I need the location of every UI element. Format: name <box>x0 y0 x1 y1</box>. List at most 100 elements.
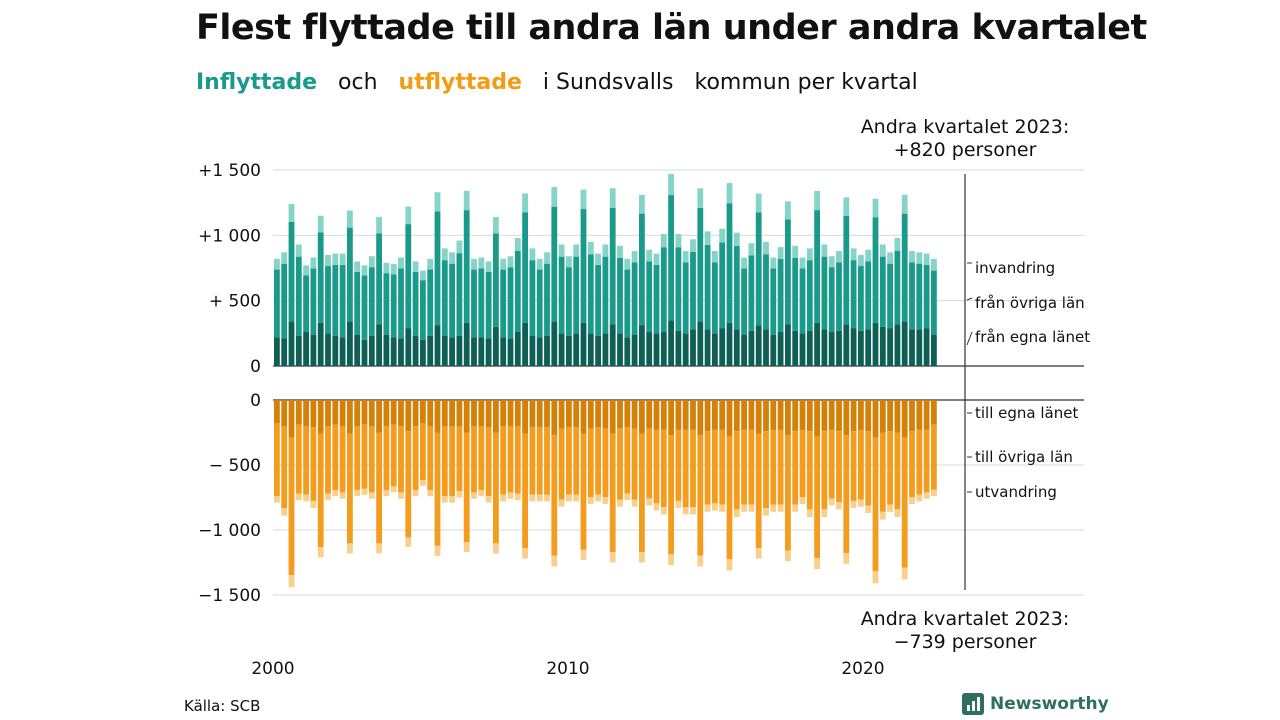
bar-in-immigration <box>814 190 820 211</box>
bar-in-own-county <box>931 334 937 366</box>
bar-out-other-counties <box>522 433 528 549</box>
bar-in-immigration <box>916 252 923 264</box>
bar-out-other-counties <box>916 429 923 495</box>
bar-out-other-counties <box>441 426 448 497</box>
y-tick-label: +1 000 <box>198 226 261 246</box>
bar-out-other-counties <box>427 426 434 490</box>
bar-out-emigration <box>507 492 514 499</box>
bar-in-own-county <box>412 335 419 366</box>
bar-in-immigration <box>872 198 879 218</box>
bar-out-emigration <box>763 508 769 516</box>
bar-in-immigration <box>909 251 915 263</box>
bar-out-own-county <box>850 400 857 432</box>
bar-out-other-counties <box>485 427 492 497</box>
bar-out-emigration <box>704 504 711 512</box>
bar-in-immigration <box>310 257 317 269</box>
bar-out-own-county <box>602 400 609 429</box>
bar-out-other-counties <box>536 427 543 495</box>
bar-in-own-county <box>653 333 660 366</box>
bar-out-emigration <box>529 494 536 502</box>
bar-out-emigration <box>303 494 309 502</box>
chart-title: Flest flyttade till andra län under andr… <box>196 8 1147 48</box>
bar-in-own-county <box>609 324 616 366</box>
bar-in-own-county <box>507 338 514 366</box>
bar-in-immigration <box>887 252 893 264</box>
bar-out-own-county <box>799 400 806 430</box>
bar-out-other-counties <box>872 437 879 572</box>
bar-out-other-counties <box>500 426 507 495</box>
bar-out-emigration <box>544 494 550 502</box>
bar-out-own-county <box>529 400 536 428</box>
bar-out-other-counties <box>653 429 660 504</box>
bar-out-other-counties <box>836 431 842 503</box>
bar-in-other-counties <box>726 203 733 323</box>
bar-in-immigration <box>785 201 791 220</box>
bar-out-emigration <box>668 554 674 566</box>
bar-in-immigration <box>799 257 806 269</box>
bar-out-emigration <box>617 499 623 507</box>
bar-in-immigration <box>712 251 718 263</box>
bar-out-emigration <box>449 496 455 503</box>
bar-out-emigration <box>390 486 397 493</box>
bar-out-own-county <box>361 400 368 425</box>
bar-in-other-counties <box>639 213 645 326</box>
bar-out-own-county <box>434 400 441 433</box>
bar-in-immigration <box>558 244 565 257</box>
bar-in-own-county <box>310 334 317 366</box>
bar-in-other-counties <box>456 253 463 336</box>
bar-out-other-counties <box>755 433 762 549</box>
bar-out-own-county <box>580 400 587 434</box>
bar-in-own-county <box>770 334 777 366</box>
bar-in-other-counties <box>514 250 521 333</box>
bar-in-own-county <box>624 337 631 366</box>
bar-out-other-counties <box>843 435 850 554</box>
bar-in-immigration <box>755 193 762 213</box>
bar-in-own-county <box>434 325 441 366</box>
bar-in-own-county <box>887 328 893 366</box>
bar-out-own-county <box>347 400 353 434</box>
bar-in-immigration <box>551 186 558 207</box>
bar-in-own-county <box>420 339 426 366</box>
bar-out-own-county <box>631 400 638 429</box>
bar-out-own-county <box>507 400 514 426</box>
bar-out-emigration <box>325 493 331 501</box>
bar-out-other-counties <box>660 429 667 507</box>
bar-out-other-counties <box>748 429 755 505</box>
bar-in-other-counties <box>529 260 536 336</box>
bar-out-own-county <box>420 400 426 424</box>
bar-out-other-counties <box>770 429 777 505</box>
bar-in-immigration <box>332 253 339 265</box>
bar-out-own-county <box>836 400 842 432</box>
bar-in-other-counties <box>821 256 828 330</box>
bar-in-own-county <box>646 332 653 366</box>
y-tick-label: −1 000 <box>198 521 261 541</box>
bar-in-immigration <box>485 261 492 272</box>
bar-out-emigration <box>354 489 361 497</box>
bar-out-emigration <box>836 502 842 510</box>
bar-in-other-counties <box>339 264 346 338</box>
bar-in-own-county <box>639 325 645 366</box>
bar-out-own-county <box>456 400 463 426</box>
bar-out-emigration <box>310 500 317 508</box>
bar-out-own-county <box>471 400 477 426</box>
bar-in-immigration <box>631 251 638 263</box>
bar-out-own-county <box>901 400 908 438</box>
bar-out-own-county <box>478 400 485 426</box>
bar-in-immigration <box>500 258 507 270</box>
bar-in-other-counties <box>733 246 740 330</box>
bar-out-other-counties <box>675 429 682 501</box>
bar-out-emigration <box>850 500 857 508</box>
bar-out-other-counties <box>420 423 426 481</box>
bar-out-other-counties <box>785 435 791 551</box>
bar-in-own-county <box>799 333 806 366</box>
x-tick-label: 2000 <box>251 659 294 679</box>
bar-in-own-county <box>580 322 587 366</box>
bar-in-immigration <box>741 257 747 269</box>
bar-in-other-counties <box>427 269 434 336</box>
bar-in-immigration <box>514 237 521 251</box>
bar-out-emigration <box>332 489 339 497</box>
bar-in-other-counties <box>894 250 901 325</box>
bar-in-own-county <box>719 328 726 366</box>
bar-in-other-counties <box>288 221 295 322</box>
bar-out-other-counties <box>544 427 550 495</box>
